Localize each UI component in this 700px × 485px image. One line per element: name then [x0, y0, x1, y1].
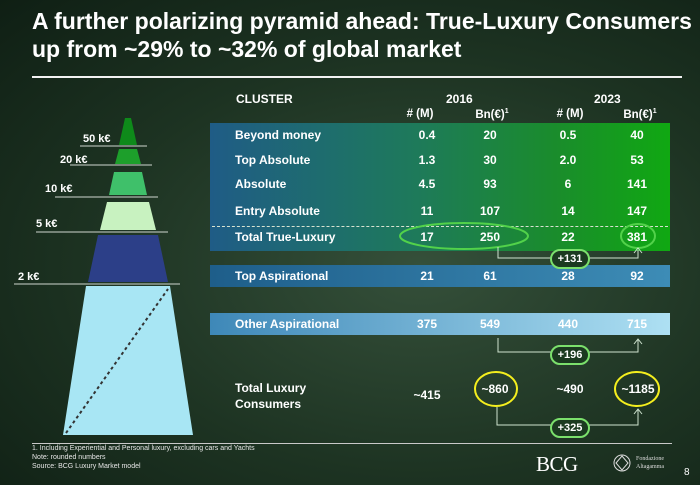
- cell-bn2023: 40: [630, 128, 644, 142]
- cell-m2023: 2.0: [559, 153, 577, 167]
- col-header-bn-2016: Bn(€)1: [475, 108, 509, 121]
- cell-bn2023: 53: [630, 153, 644, 167]
- row-label: Top Aspirational: [235, 269, 329, 283]
- cell-m2023: 0.5: [559, 128, 577, 142]
- col-header-m-2016: # (M): [406, 108, 434, 120]
- cell-m2016: 17: [420, 230, 434, 244]
- cluster-header: CLUSTER: [236, 92, 293, 106]
- col-header-bn-2023: Bn(€)1: [623, 108, 657, 121]
- pyramid-level-entry-absolute: [100, 202, 156, 230]
- tier-label-50k: 50 k€: [83, 133, 111, 145]
- cell-m2016: 4.5: [418, 177, 436, 191]
- cell-m2023: 440: [557, 317, 579, 331]
- total-m-2016: ~415: [413, 388, 441, 402]
- cell-m2016: 21: [420, 269, 434, 283]
- pyramid-level-other-aspirational: [63, 286, 193, 435]
- cell-m2016: 11: [420, 204, 434, 218]
- total-bn-2023: ~1185: [621, 382, 655, 396]
- growth-badge-true-luxury: +131: [550, 249, 590, 269]
- slide-title: A further polarizing pyramid ahead: True…: [32, 8, 692, 62]
- altagamma-logo-icon: [613, 454, 631, 472]
- tier-label-5k: 5 k€: [36, 218, 58, 230]
- growth-badge-total: +325: [550, 418, 590, 438]
- cell-m2023: 6: [564, 177, 572, 191]
- total-m-2023: ~490: [556, 382, 584, 396]
- tier-label-2k: 2 k€: [18, 271, 40, 283]
- pyramid-graphic: [14, 118, 193, 435]
- footer-divider: [32, 443, 672, 444]
- year-2023-header: 2023: [594, 92, 621, 106]
- subtotal-divider: [212, 226, 668, 227]
- row-label: Other Aspirational: [235, 317, 340, 331]
- growth-badge-other-aspirational: +196: [550, 345, 590, 365]
- cell-bn2016: 93: [483, 177, 497, 191]
- cell-m2016: 375: [416, 317, 438, 331]
- cell-bn2023: 381: [626, 230, 648, 244]
- tier-label-20k: 20 k€: [60, 154, 88, 166]
- pyramid-level-top-aspirational: [88, 235, 168, 282]
- page-number: 8: [684, 467, 690, 478]
- bcg-logo: BCG: [536, 452, 578, 476]
- pyramid-level-top-absolute: [115, 149, 141, 164]
- cell-bn2023: 715: [626, 317, 648, 331]
- col-header-m-2023: # (M): [556, 108, 584, 120]
- total-luxury-label: Total Luxury Consumers: [235, 381, 307, 411]
- cell-bn2016: 250: [479, 230, 501, 244]
- tier-label-10k: 10 k€: [45, 183, 73, 195]
- cell-bn2016: 30: [483, 153, 497, 167]
- row-label: Absolute: [235, 177, 287, 191]
- top-aspirational-band: [210, 265, 670, 287]
- pyramid-level-absolute: [109, 172, 147, 195]
- title-divider: [32, 76, 682, 78]
- cell-m2016: 0.4: [418, 128, 436, 142]
- cell-bn2016: 61: [483, 269, 497, 283]
- cell-bn2016: 549: [479, 317, 501, 331]
- cell-m2023: 28: [561, 269, 575, 283]
- cell-bn2016: 107: [479, 204, 501, 218]
- cell-bn2023: 92: [630, 269, 644, 283]
- year-2016-header: 2016: [446, 92, 473, 106]
- row-label: Top Absolute: [235, 153, 311, 167]
- footnotes: 1. Including Experiential and Personal l…: [32, 444, 255, 471]
- other-aspirational-band: [210, 313, 670, 335]
- row-label: Beyond money: [235, 128, 322, 142]
- cell-bn2023: 141: [626, 177, 648, 191]
- altagamma-logo-text: Fondazione Altagamma: [636, 456, 664, 470]
- cell-bn2023: 147: [626, 204, 648, 218]
- row-label: Total True-Luxury: [235, 230, 336, 244]
- cell-m2023: 14: [561, 204, 575, 218]
- cell-bn2016: 20: [483, 128, 497, 142]
- footnote-source: Source: BCG Luxury Market model: [32, 463, 141, 470]
- footnote-note: Note: rounded numbers: [32, 454, 106, 461]
- pyramid-level-beyond-money: [119, 118, 137, 145]
- total-bn-2016: ~860: [481, 382, 509, 396]
- cell-m2023: 22: [561, 230, 575, 244]
- footnote-1: 1. Including Experiential and Personal l…: [32, 445, 255, 452]
- row-label: Entry Absolute: [235, 204, 320, 218]
- cell-m2016: 1.3: [418, 153, 436, 167]
